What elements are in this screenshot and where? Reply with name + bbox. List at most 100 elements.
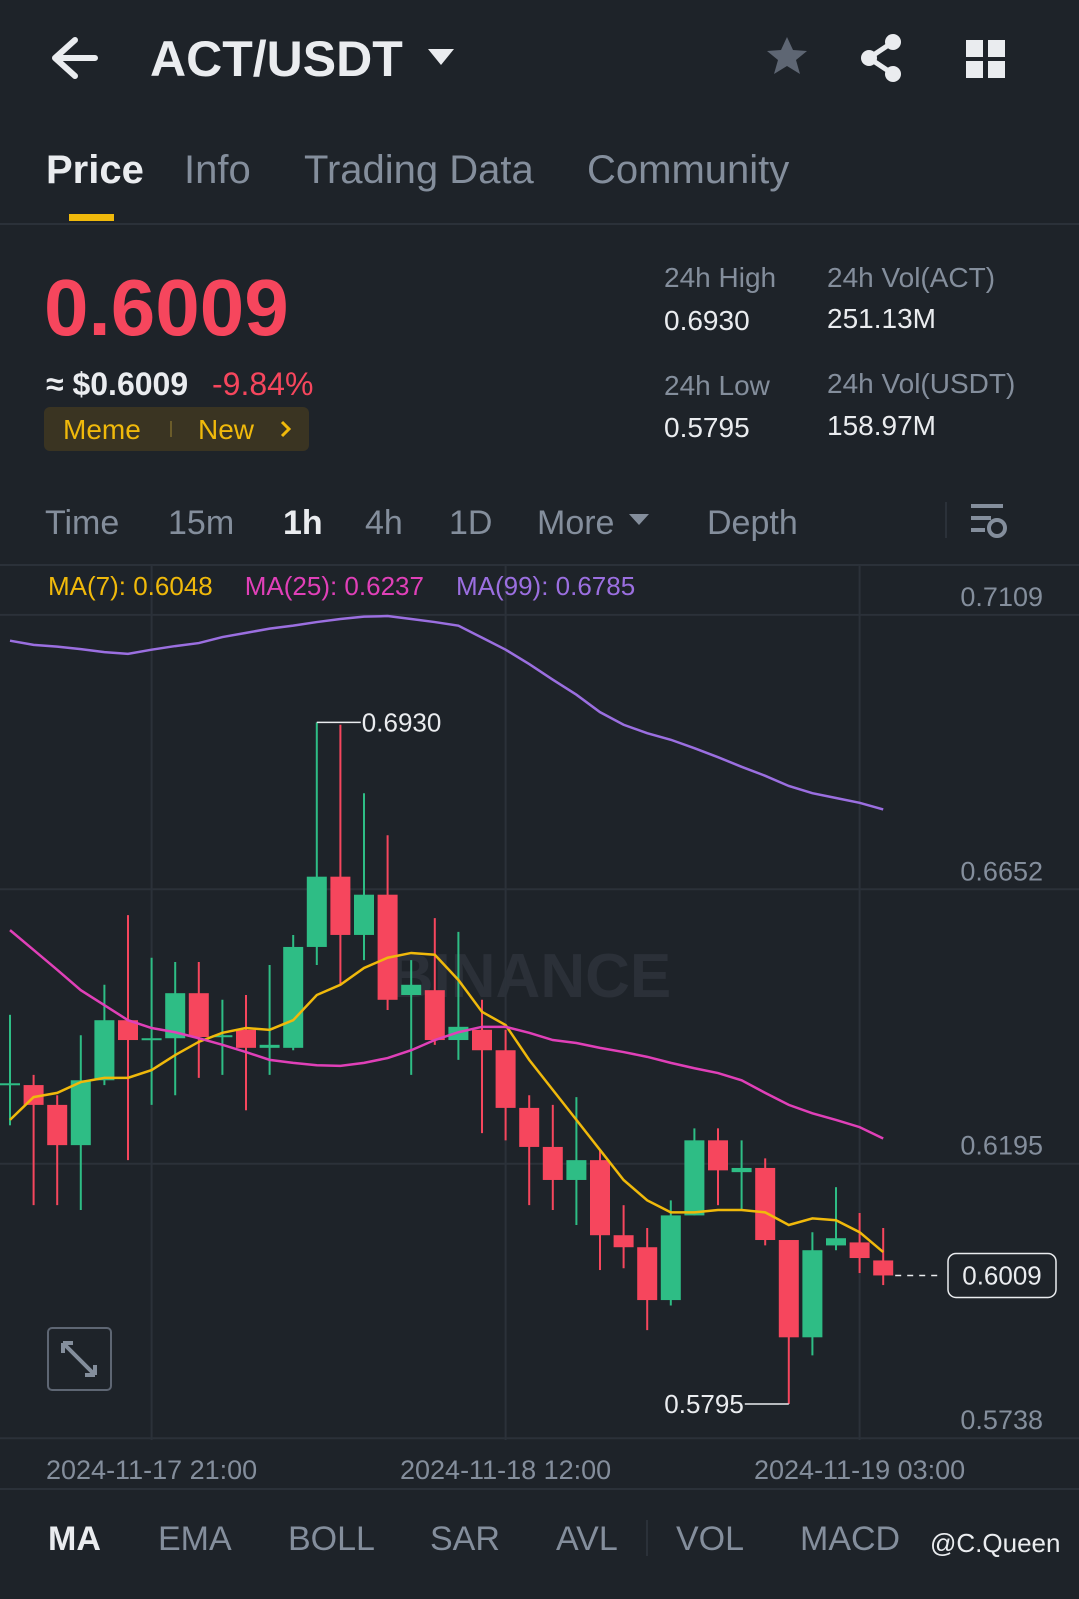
legend-entry: MA(25): 0.6237 xyxy=(245,571,424,601)
legend-entry: MA(7): 0.6048 xyxy=(48,571,213,601)
more-caret xyxy=(629,514,649,525)
divider xyxy=(0,564,1079,566)
candle-body xyxy=(70,1080,91,1146)
stat-value: 158.97M xyxy=(827,410,936,441)
divider xyxy=(646,1520,648,1556)
back-icon[interactable] xyxy=(52,37,98,79)
candle-body xyxy=(660,1215,681,1301)
price-change: -9.84% xyxy=(212,366,314,402)
candle-body xyxy=(755,1167,776,1241)
indicator-tab[interactable]: MACD xyxy=(800,1520,901,1558)
interval[interactable]: 4h xyxy=(365,504,403,542)
candle-body xyxy=(472,1029,492,1051)
settings-icon[interactable] xyxy=(968,500,1010,542)
usd-price: ≈ $0.6009 xyxy=(46,366,189,402)
candle-body xyxy=(236,1029,256,1048)
candle-body xyxy=(684,1140,705,1216)
indicator-tab[interactable]: VOL xyxy=(676,1520,745,1558)
candle-body xyxy=(330,876,351,935)
candle-body xyxy=(188,993,209,1038)
candle-body xyxy=(141,1038,162,1041)
tab[interactable]: Price xyxy=(46,148,144,192)
stat-value: 251.13M xyxy=(827,303,936,334)
legend-entry: MA(99): 0.6785 xyxy=(456,571,635,601)
candle-body xyxy=(566,1160,587,1180)
candle-body xyxy=(873,1260,894,1276)
interval[interactable]: Depth xyxy=(707,504,798,542)
x-tick-label: 2024-11-17 21:00 xyxy=(46,1455,257,1485)
candle-body xyxy=(259,1044,280,1048)
interval[interactable]: Time xyxy=(45,504,120,542)
top-icons xyxy=(52,34,1005,82)
ma-line xyxy=(9,951,885,1253)
y-tick-label: 0.5738 xyxy=(960,1405,1043,1435)
candle-body xyxy=(731,1167,752,1173)
pair-title[interactable]: ACT/USDT xyxy=(150,31,403,87)
candle-body xyxy=(118,1020,138,1041)
high-label: 0.6930 xyxy=(362,707,442,737)
tab[interactable]: Info xyxy=(184,148,251,192)
indicator-tab[interactable]: BOLL xyxy=(288,1520,375,1558)
candle-body xyxy=(613,1235,634,1248)
candle-body xyxy=(495,1050,516,1108)
interval[interactable]: More xyxy=(537,504,615,542)
stat-label: 24h Vol(ACT) xyxy=(827,262,996,293)
dropdown-icon[interactable] xyxy=(428,49,454,65)
tag[interactable]: New xyxy=(198,414,255,445)
stat-value: 0.5795 xyxy=(664,412,750,443)
grid-icon[interactable] xyxy=(966,40,1005,78)
candle-body xyxy=(0,1083,20,1086)
indicator-tab[interactable]: SAR xyxy=(430,1520,500,1558)
x-tick-label: 2024-11-19 03:00 xyxy=(754,1455,965,1485)
tab-indicator xyxy=(69,214,114,221)
candle-body xyxy=(802,1250,823,1338)
candle-body xyxy=(424,990,445,1041)
divider xyxy=(0,1488,1079,1490)
tab[interactable]: Trading Data xyxy=(304,148,534,192)
ma-line xyxy=(9,929,884,1140)
indicator-tab[interactable]: AVL xyxy=(556,1520,618,1558)
chevron xyxy=(280,420,292,438)
stat-value: 0.6930 xyxy=(664,305,750,336)
candle-body xyxy=(708,1140,728,1171)
price-tag: 0.6009 xyxy=(962,1260,1042,1290)
candle-body xyxy=(212,1035,233,1038)
candle-body xyxy=(637,1247,658,1301)
candle-body xyxy=(778,1240,799,1338)
y-tick-label: 0.6195 xyxy=(960,1131,1043,1161)
tab[interactable]: Community xyxy=(587,148,790,192)
candle-body xyxy=(306,876,327,947)
indicator-tab[interactable]: EMA xyxy=(158,1520,232,1558)
candle-body xyxy=(165,993,186,1039)
interval[interactable]: 15m xyxy=(168,504,235,542)
fullscreen-button[interactable] xyxy=(47,1327,112,1391)
candle-body xyxy=(377,894,398,1000)
candle-body xyxy=(519,1107,540,1147)
star-icon[interactable] xyxy=(767,37,807,74)
candle-body xyxy=(354,894,374,935)
tag[interactable]: Meme xyxy=(63,414,141,445)
candle-body xyxy=(849,1242,870,1259)
divider xyxy=(0,223,1079,225)
candle-body xyxy=(590,1160,610,1236)
candle-body xyxy=(401,984,422,995)
candle-body xyxy=(542,1146,563,1180)
interval[interactable]: 1D xyxy=(449,504,493,542)
candle-body xyxy=(283,946,304,1048)
y-tick-label: 0.6652 xyxy=(960,856,1043,886)
x-tick-label: 2024-11-18 12:00 xyxy=(400,1455,611,1485)
candle-body xyxy=(826,1238,846,1246)
stat-label: 24h High xyxy=(664,262,777,293)
share-icon[interactable] xyxy=(861,34,901,82)
candle-body xyxy=(23,1085,44,1105)
candle-body xyxy=(94,1020,115,1081)
tag-box[interactable] xyxy=(44,407,309,451)
stat-label: 24h Vol(USDT) xyxy=(827,368,1016,399)
indicator-tab[interactable]: MA xyxy=(48,1520,101,1558)
tag-separator xyxy=(170,421,172,437)
ma-line xyxy=(9,614,884,811)
stat-label: 24h Low xyxy=(664,370,770,401)
interval[interactable]: 1h xyxy=(283,504,323,542)
last-price: 0.6009 xyxy=(44,263,289,352)
